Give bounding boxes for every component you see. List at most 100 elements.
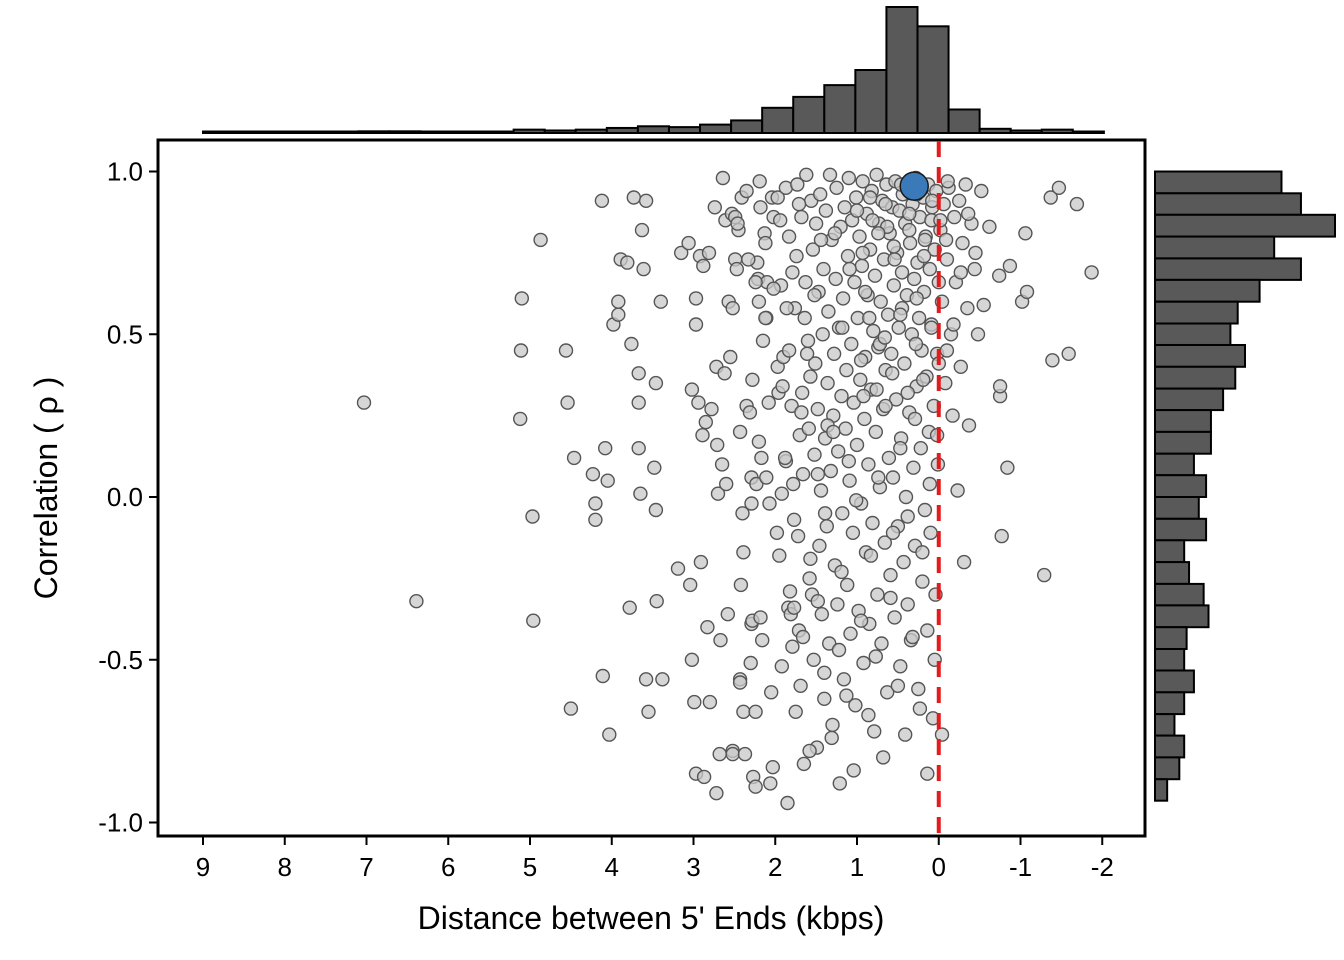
scatter-point <box>885 366 900 381</box>
scatter-point <box>741 252 756 267</box>
scatter-point <box>785 265 800 280</box>
y-tick-label: 1.0 <box>107 157 143 187</box>
scatter-point <box>896 554 911 570</box>
scatter-point <box>1061 346 1076 361</box>
scatter-point <box>633 486 648 501</box>
scatter-point <box>749 476 764 492</box>
top-histogram-bar <box>202 130 236 134</box>
scatter-point <box>803 551 818 566</box>
scatter-point <box>710 486 726 501</box>
scatter-point <box>653 294 668 309</box>
right-histogram-bar <box>1154 170 1283 195</box>
scatter-point <box>674 245 689 261</box>
scatter-point <box>588 512 603 527</box>
scatter-point <box>533 232 548 248</box>
scatter-point <box>827 226 843 241</box>
scatter-point <box>525 509 540 524</box>
scatter-point <box>898 727 913 742</box>
scatter-point <box>748 275 763 290</box>
scatter-point <box>764 685 779 700</box>
scatter-point <box>813 187 828 202</box>
scatter-point <box>788 704 803 719</box>
scatter-point <box>807 447 822 462</box>
scatter-point <box>786 600 802 615</box>
scatter-point <box>745 372 760 387</box>
scatter-point <box>725 301 740 316</box>
scatter-point <box>877 535 892 550</box>
scatter-point <box>763 776 778 791</box>
scatter-point <box>808 216 824 231</box>
scatter-point <box>960 301 975 316</box>
scatter-point <box>846 395 861 410</box>
y-axis: 1.0 0.5 0.0 -0.5 -1.0 <box>98 157 158 838</box>
scatter-point <box>684 382 700 397</box>
scatter-point <box>774 659 789 674</box>
right-histogram-bar <box>1154 430 1212 455</box>
scatter-point <box>953 265 968 280</box>
scatter-point <box>871 226 886 241</box>
scatter-point <box>885 525 901 540</box>
scatter-point <box>602 727 617 742</box>
scatter-point <box>762 496 777 511</box>
scatter-point <box>765 760 780 775</box>
scatter-point <box>631 395 646 410</box>
scatter-point <box>526 613 541 628</box>
scatter-point <box>688 291 704 306</box>
scatter-point <box>1084 265 1099 280</box>
scatter-point <box>878 398 893 414</box>
scatter-point <box>725 746 740 762</box>
scatter-point <box>889 392 904 407</box>
scatter-point <box>839 688 854 703</box>
scatter-point <box>720 607 735 622</box>
scatter-point <box>649 594 664 609</box>
top-histogram-bar <box>264 130 298 134</box>
top-histogram-bar <box>605 126 639 134</box>
scatter-point <box>814 607 829 622</box>
x-tick-label: -2 <box>1091 852 1114 882</box>
scatter-point <box>704 401 719 417</box>
scatter-point <box>1018 226 1033 241</box>
scatter-point <box>945 408 960 423</box>
top-histogram-bar <box>823 84 857 135</box>
scatter-point <box>691 395 706 410</box>
scatter-point <box>709 786 724 801</box>
scatter-point <box>775 379 790 394</box>
x-tick-label: 5 <box>523 852 537 882</box>
scatter-point <box>733 577 749 593</box>
scatter-point <box>831 444 846 459</box>
scatter-point <box>865 213 880 228</box>
scatter-point <box>638 672 654 687</box>
scatter-point <box>849 203 865 218</box>
scatter-point <box>1000 460 1015 475</box>
scatter-point <box>766 281 781 296</box>
scatter-point <box>884 346 899 361</box>
top-histogram-bar <box>1071 130 1105 134</box>
scatter-point <box>409 594 424 609</box>
top-histogram-bar <box>667 126 702 135</box>
scatter-point <box>974 183 989 199</box>
top-histogram-bar <box>947 108 981 135</box>
scatter-point <box>853 613 869 628</box>
scatter-point <box>695 428 710 443</box>
scatter-point <box>739 183 754 199</box>
right-histogram-bar <box>1154 257 1302 281</box>
scatter-point <box>848 698 863 713</box>
scatter-point <box>698 414 713 430</box>
scatter-point <box>817 691 832 706</box>
right-histogram-bar <box>1154 322 1232 346</box>
scatter-point <box>744 496 759 511</box>
scatter-point <box>588 496 603 511</box>
scatter-point <box>812 538 827 553</box>
scatter-point <box>802 571 817 586</box>
scatter-point <box>840 577 855 593</box>
scatter-point <box>849 190 864 205</box>
y-tick-label: 0.5 <box>107 319 143 349</box>
right-histogram-bar <box>1154 713 1176 737</box>
scatter-point <box>867 268 883 283</box>
scatter-points <box>356 167 1099 811</box>
scatter-point <box>566 450 582 466</box>
x-tick-label: -1 <box>1009 852 1032 882</box>
scatter-point <box>513 343 529 358</box>
scatter-point <box>894 265 910 280</box>
scatter-point <box>858 284 873 300</box>
